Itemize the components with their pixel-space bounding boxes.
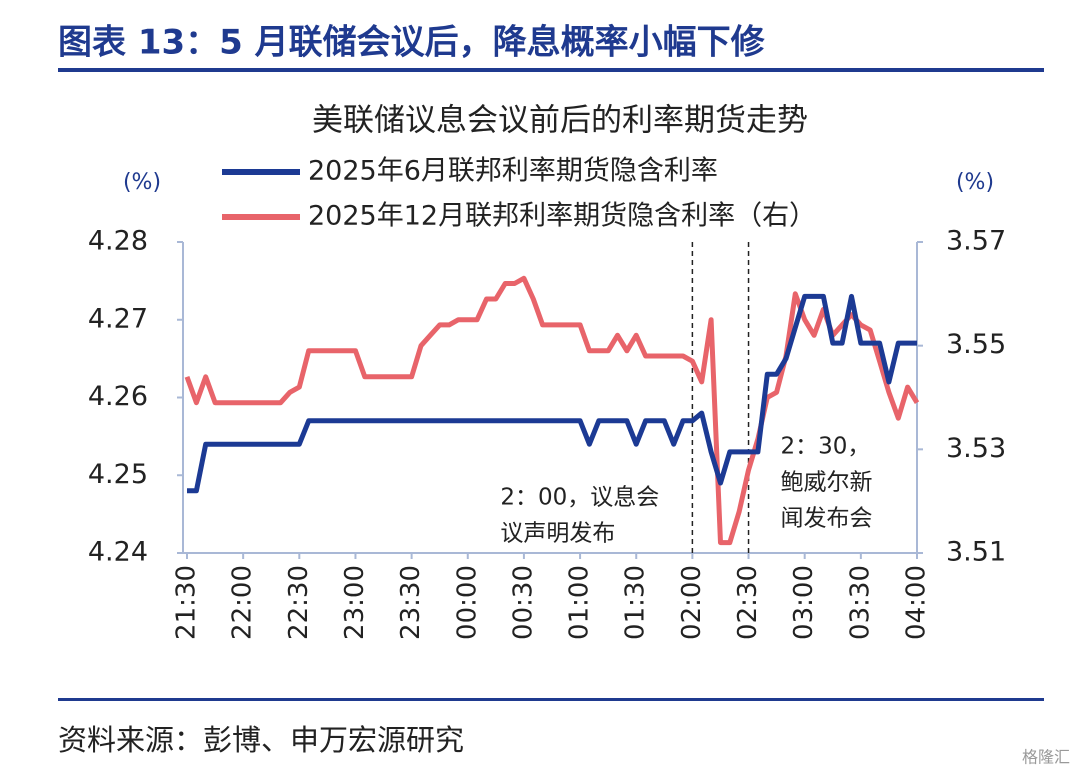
annotation: 鲍威尔新 <box>781 470 873 496</box>
legend-label: 2025年12月联邦利率期货隐含利率（右） <box>308 201 816 232</box>
x-tick-label: 04:00 <box>902 565 932 640</box>
annotation: 2：00，议息会 <box>500 485 659 511</box>
y-tick-label: 4.24 <box>88 537 148 568</box>
y2-tick-label: 3.51 <box>946 537 1006 568</box>
header-title: 图表 13：5 月联储会议后，降息概率小幅下修 <box>58 23 766 63</box>
x-tick-label: 22:00 <box>228 565 258 640</box>
y2-axis-label: (%) <box>956 170 994 195</box>
annotation: 议声明发布 <box>500 521 615 547</box>
legend-label: 2025年6月联邦利率期货隐含利率 <box>308 156 718 187</box>
x-tick-label: 00:00 <box>452 565 482 640</box>
header-rule <box>58 68 1044 72</box>
annotation: 2：30， <box>781 434 871 460</box>
x-tick-label: 02:00 <box>677 565 707 640</box>
x-tick-label: 03:30 <box>845 565 875 640</box>
series-line <box>184 275 920 546</box>
y-tick-label: 4.25 <box>88 459 148 490</box>
x-tick-label: 23:30 <box>396 565 426 640</box>
x-tick-label: 00:30 <box>508 565 538 640</box>
y-tick-label: 4.26 <box>88 381 148 412</box>
x-tick-label: 02:30 <box>733 565 763 640</box>
source-note: 资料来源：彭博、申万宏源研究 <box>58 723 464 757</box>
x-tick-label: 22:30 <box>284 565 314 640</box>
y-axis-label: (%) <box>123 170 161 195</box>
x-tick-label: 23:00 <box>340 565 370 640</box>
x-tick-label: 01:30 <box>621 565 651 640</box>
footer-rule <box>58 698 1044 701</box>
y2-tick-label: 3.55 <box>946 329 1006 360</box>
annotation: 闻发布会 <box>781 506 873 532</box>
y2-tick-label: 3.53 <box>946 433 1006 464</box>
y-tick-label: 4.27 <box>88 303 148 334</box>
series-line <box>187 293 917 494</box>
x-tick-label: 03:00 <box>789 565 819 640</box>
x-tick-label: 01:00 <box>565 565 595 640</box>
y2-tick-label: 3.57 <box>946 226 1006 257</box>
chart-title: 美联储议息会议前后的利率期货走势 <box>312 103 808 139</box>
x-tick-label: 21:30 <box>172 565 202 640</box>
watermark: 格隆汇 <box>1022 748 1070 767</box>
y-tick-label: 4.28 <box>88 226 148 257</box>
